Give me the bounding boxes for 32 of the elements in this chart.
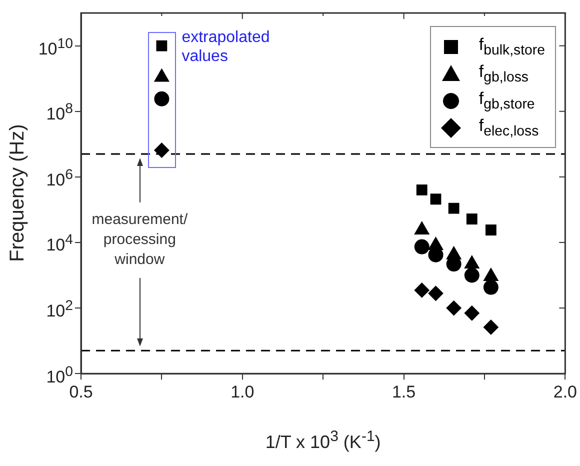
point [428,286,444,301]
y-tick-label: 10$^{2}$ [46,297,73,323]
legend-label: f$_{bulk,store}$ [478,34,545,58]
legend-label: f$_{elec,loss}$ [478,116,539,140]
annotation: measurement/ processing window [84,210,195,270]
point [483,280,498,295]
point [414,239,430,254]
point [466,214,478,224]
point [448,202,460,214]
point [154,91,170,106]
point [446,300,462,316]
y-tick-label: 10$^{8}$ [46,100,73,126]
x-axis-title: 1/T x 10$^{3}$ (K$^{-1}$) [265,428,381,453]
point [464,306,480,321]
x-tick-label: 1.5 [392,382,416,402]
y-tick-label: 10$^{10}$ [38,34,73,60]
x-tick-label: 2.0 [553,382,578,402]
point [485,224,496,236]
point [483,320,498,335]
point [464,268,480,283]
annotation: extrapolated values [182,28,271,66]
point [416,184,428,196]
point [414,282,430,298]
legend-label: f$_{gb,loss}$ [478,62,528,86]
y-tick-label: 10$^{6}$ [46,166,73,192]
y-tick-label: 10$^{4}$ [46,231,73,258]
x-tick-label: 1.0 [230,382,254,402]
point [154,142,170,158]
point [156,40,168,52]
y-axis-title: Frequency (Hz) [6,124,30,262]
legend-label: f$_{gb,store}$ [478,88,535,112]
point [430,194,442,205]
